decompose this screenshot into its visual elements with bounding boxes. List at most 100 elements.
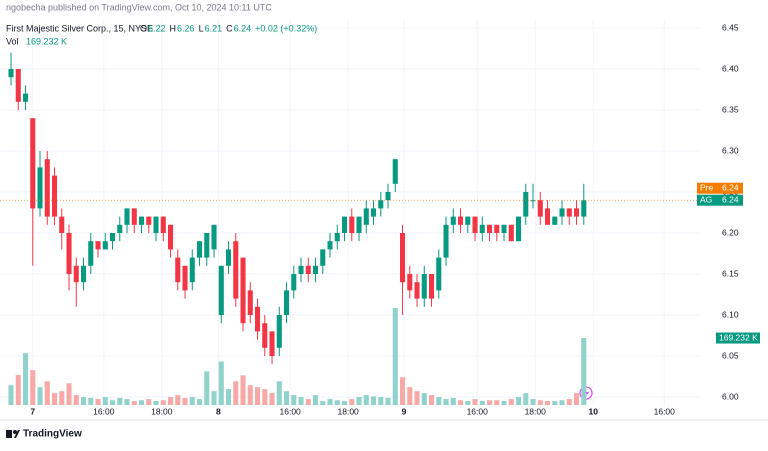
candle-body [102, 241, 108, 250]
volume-bar [138, 400, 145, 405]
candle-body [66, 233, 72, 274]
volume-bar [349, 399, 355, 405]
volume-bar [59, 391, 65, 405]
candle-body [262, 323, 268, 348]
volume-bar [443, 399, 449, 405]
candle-body [436, 257, 442, 291]
volume-bar [51, 393, 58, 405]
candle-body [566, 208, 572, 217]
candle-body [349, 216, 355, 233]
candle-body [472, 216, 478, 233]
candle-body [421, 274, 427, 299]
candle-body [494, 224, 500, 233]
volume-readout: 169.232 K [26, 36, 67, 46]
candle-body [501, 224, 507, 233]
volume-bar [131, 401, 137, 405]
volume-bar [218, 361, 224, 405]
volume-bar [320, 401, 326, 405]
volume-bar [312, 395, 319, 405]
candle-body [254, 306, 261, 332]
change-readout: +0.02 (+0.32%) [255, 23, 317, 33]
volume-bar [189, 397, 195, 405]
price-label-name: Pre [700, 182, 714, 192]
volume-bar [465, 401, 471, 405]
candle-body [407, 274, 413, 291]
candle-body [15, 69, 21, 102]
volume-bar [66, 383, 72, 405]
ohlc-key: H [170, 23, 177, 33]
candle-body [218, 265, 224, 315]
volume-bar [486, 400, 493, 405]
volume-bar [117, 397, 123, 405]
price-label-box [697, 182, 743, 194]
volume-bar [146, 399, 152, 405]
volume-bar [262, 389, 268, 405]
volume-bar [225, 389, 232, 405]
volume-bar [494, 400, 500, 405]
volume-bar [457, 400, 464, 405]
candle-body [124, 208, 130, 225]
volume-bar [508, 399, 514, 405]
volume-bar [537, 400, 543, 405]
candle-body [428, 274, 435, 299]
volume-label: 169.232 K [719, 332, 758, 342]
candle-body [204, 233, 210, 258]
candle-body [240, 257, 246, 324]
volume-bar [175, 395, 181, 405]
candle-body [131, 208, 137, 225]
volume-bar [80, 397, 87, 405]
volume-bar [233, 381, 239, 405]
volume-bar [479, 401, 485, 405]
volume-bar [37, 387, 43, 405]
candle-body [59, 216, 65, 233]
volume-bar [334, 400, 340, 405]
candle-body [51, 175, 58, 217]
volume-bar [363, 395, 369, 405]
candle-body [44, 159, 50, 217]
x-tick-label: 18:00 [338, 406, 360, 416]
candle-body [189, 257, 195, 283]
ohlc-key: L [199, 23, 204, 33]
candle-body [479, 224, 485, 233]
candle-body [392, 159, 398, 184]
candle-body [291, 274, 297, 291]
candle-body [399, 233, 406, 283]
x-tick-label: 16:00 [467, 406, 489, 416]
volume-bar [73, 395, 79, 405]
y-tick-label: 6.40 [722, 63, 739, 73]
volume-bar [399, 377, 406, 405]
volume-bar [378, 397, 384, 405]
candle-body [530, 200, 536, 202]
candle-body [450, 216, 456, 225]
price-label-box [697, 194, 743, 206]
volume-bar [370, 396, 377, 405]
candle-body [22, 93, 29, 102]
volume-bar [298, 397, 304, 405]
ohlc-key: C [226, 23, 233, 33]
candle-body [146, 216, 152, 225]
volume-bar [240, 375, 246, 405]
y-tick-label: 6.00 [722, 391, 739, 401]
candle-body [298, 265, 304, 274]
y-tick-label: 6.45 [722, 22, 739, 32]
volume-bar [30, 370, 36, 405]
x-tick-label: 10 [588, 406, 598, 416]
volume-bar [8, 385, 14, 405]
candle-body [573, 208, 580, 217]
candle-body [196, 241, 203, 258]
x-tick-label: 9 [402, 406, 407, 416]
ohlc-value: 6.26 [177, 23, 195, 33]
volume-bar [414, 391, 420, 405]
volume-bar [44, 381, 50, 405]
volume-bar [276, 381, 282, 405]
candle-body [153, 216, 159, 233]
candle-body [486, 224, 493, 233]
y-tick-label: 6.20 [722, 227, 739, 237]
volume-bar [327, 399, 333, 405]
published-note: ngobecha published on TradingView.com, O… [6, 2, 272, 12]
x-tick-label: 8 [216, 406, 221, 416]
candle-body [414, 282, 420, 299]
volume-bar [581, 338, 587, 405]
candle-body [552, 216, 558, 225]
